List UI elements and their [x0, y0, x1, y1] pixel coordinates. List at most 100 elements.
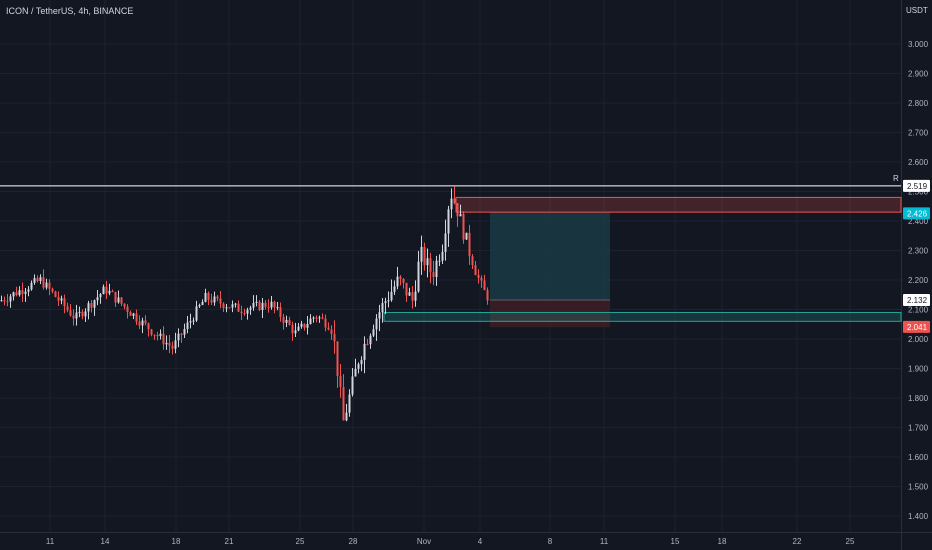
candle-body	[114, 291, 117, 303]
candle-body	[135, 313, 138, 322]
candle-body	[348, 394, 351, 413]
candle-body	[285, 319, 288, 323]
candle-body	[321, 317, 324, 319]
time-tick-label: 18	[172, 537, 181, 546]
candle-body	[231, 304, 234, 308]
candle-body	[207, 292, 210, 300]
candle-body	[366, 343, 369, 345]
candle-body	[186, 322, 189, 330]
candle-body	[63, 298, 66, 307]
price-tag-last	[903, 294, 930, 307]
price-tick-label: 2.800	[908, 99, 929, 108]
resistance-annotation: R	[893, 174, 899, 183]
candle-body	[225, 307, 228, 309]
price-tick-label: 1.600	[908, 453, 929, 462]
candle-body	[483, 280, 486, 291]
candle-body	[27, 289, 30, 292]
candle-body	[87, 303, 90, 312]
price-tag-support	[903, 320, 930, 333]
currency-label[interactable]: USDT	[906, 6, 928, 15]
candle-body	[129, 312, 132, 316]
candle-body	[420, 246, 423, 262]
price-tick-label: 3.000	[908, 40, 929, 49]
candle-body	[48, 282, 51, 289]
candle-body	[273, 301, 276, 308]
candle-body	[189, 321, 192, 323]
candle-body	[378, 312, 381, 319]
candle-body	[261, 302, 264, 311]
candle-body	[291, 324, 294, 334]
candle-body	[345, 412, 348, 421]
candle-body	[267, 306, 270, 308]
candle-body	[84, 311, 87, 317]
candle-body	[333, 333, 336, 342]
candle-body	[327, 327, 330, 330]
candle-body	[282, 317, 285, 323]
candle-body	[429, 258, 432, 273]
price-tick-label: 2.500	[908, 188, 929, 197]
candle-body	[246, 309, 249, 314]
candle-body	[435, 260, 438, 277]
candle-body	[0, 300, 3, 302]
candle-body	[54, 291, 57, 297]
candle-body	[423, 246, 426, 266]
candle-body	[141, 320, 144, 326]
candle-body	[312, 317, 315, 319]
candle-body	[297, 326, 300, 331]
candle-body	[384, 301, 387, 304]
candle-body	[210, 299, 213, 303]
candles	[0, 186, 489, 422]
candle-body	[363, 343, 366, 360]
candle-body	[156, 334, 159, 337]
candle-body	[375, 318, 378, 330]
candle-body	[468, 232, 471, 257]
candle-body	[324, 318, 327, 328]
price-tick-label: 2.200	[908, 276, 929, 285]
long-stop-zone	[490, 300, 610, 328]
candle-body	[171, 345, 174, 349]
candle-body	[132, 313, 135, 316]
candle-body	[78, 311, 81, 313]
candle-body	[462, 213, 465, 240]
candle-body	[144, 320, 147, 324]
time-tick-label: 11	[600, 537, 609, 546]
candle-body	[336, 341, 339, 377]
candle-body	[357, 364, 360, 369]
candle-body	[51, 288, 54, 292]
price-tick-label: 1.700	[908, 424, 929, 433]
price-tag-label: 2.132	[907, 296, 928, 305]
candle-body	[60, 298, 63, 301]
candle-body	[180, 333, 183, 335]
price-tick-label: 1.800	[908, 394, 929, 403]
candle-body	[3, 300, 6, 302]
time-tick-label: 11	[46, 537, 55, 546]
candle-body	[21, 290, 24, 294]
candle-body	[9, 296, 12, 302]
candle-body	[453, 198, 456, 204]
candle-body	[69, 310, 72, 316]
candle-body	[243, 313, 246, 315]
candle-body	[309, 318, 312, 325]
candle-body	[354, 368, 357, 377]
candle-body	[471, 256, 474, 266]
candle-body	[444, 233, 447, 252]
candle-body	[450, 198, 453, 210]
candle-body	[306, 324, 309, 328]
candle-body	[39, 277, 42, 282]
price-tick-label: 1.500	[908, 483, 929, 492]
candle-body	[105, 286, 108, 294]
candle-body	[294, 330, 297, 334]
candle-body	[237, 303, 240, 312]
candle-body	[33, 278, 36, 283]
time-tick-label: 25	[846, 537, 855, 546]
price-tag-label: 2.519	[907, 182, 928, 191]
candle-body	[15, 292, 18, 296]
candle-body	[120, 297, 123, 304]
candle-body	[288, 319, 291, 325]
candle-body	[195, 306, 198, 321]
candle-body	[102, 286, 105, 295]
candle-body	[303, 323, 306, 328]
candle-body	[153, 334, 156, 336]
